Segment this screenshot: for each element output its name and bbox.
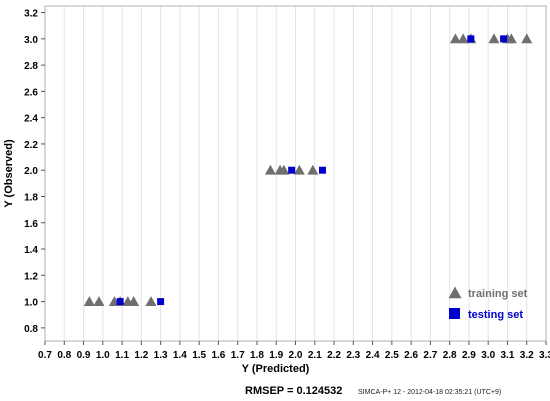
y-tick-label: 3.2 bbox=[24, 9, 38, 20]
y-tick-label: 1.8 bbox=[24, 192, 38, 203]
y-tick-label: 2.0 bbox=[24, 166, 38, 177]
legend-testing-label: testing set bbox=[468, 309, 523, 321]
y-tick-label: 3.0 bbox=[24, 35, 38, 46]
y-tick-label: 2.6 bbox=[24, 87, 38, 98]
x-tick-label: 2.4 bbox=[366, 350, 380, 361]
y-axis-ticks: 0.8 1.0 1.2 1.4 1.6 1.8 2.0 2.2 2.4 2.6 2.8 3.0 3.2 bbox=[24, 9, 45, 335]
x-tick-label: 0.8 bbox=[57, 350, 71, 361]
x-tick-label: 3.1 bbox=[501, 350, 515, 361]
testing-point bbox=[318, 166, 326, 174]
y-tick-label: 1.4 bbox=[24, 245, 38, 256]
training-point bbox=[128, 296, 140, 306]
training-point bbox=[457, 33, 469, 44]
training-point bbox=[293, 164, 305, 175]
y-axis-title: Y (Observed) bbox=[3, 139, 15, 208]
x-tick-label: 2.0 bbox=[289, 350, 303, 361]
y-tick-label: 1.2 bbox=[24, 271, 38, 282]
x-tick-label: 1.0 bbox=[96, 350, 110, 361]
testing-point bbox=[116, 298, 124, 306]
training-point bbox=[488, 33, 500, 44]
training-point bbox=[521, 33, 533, 44]
x-axis-title: Y (Predicted) bbox=[242, 363, 310, 375]
x-tick-label: 1.5 bbox=[192, 350, 206, 361]
y-tick-label: 0.8 bbox=[24, 324, 38, 335]
x-tick-label: 2.7 bbox=[423, 350, 437, 361]
training-point bbox=[145, 296, 157, 306]
x-tick-label: 0.9 bbox=[77, 350, 91, 361]
training-point bbox=[264, 164, 276, 175]
testing-point bbox=[500, 35, 508, 43]
testing-point bbox=[467, 35, 475, 43]
x-tick-label: 1.6 bbox=[211, 350, 225, 361]
x-tick-label: 2.9 bbox=[462, 350, 476, 361]
x-tick-label: 1.2 bbox=[134, 350, 148, 361]
x-tick-label: 2.3 bbox=[346, 350, 360, 361]
legend-training-label: training set bbox=[468, 288, 528, 300]
legend-training-marker bbox=[448, 286, 462, 299]
x-tick-label: 3.3 bbox=[539, 350, 550, 361]
data-points bbox=[83, 33, 533, 306]
x-tick-label: 3.0 bbox=[481, 350, 495, 361]
training-point bbox=[83, 296, 95, 306]
x-tick-label: 1.7 bbox=[231, 350, 245, 361]
y-tick-label: 2.8 bbox=[24, 61, 38, 72]
x-tick-label: 2.5 bbox=[385, 350, 399, 361]
x-tick-label: 1.8 bbox=[250, 350, 264, 361]
y-tick-label: 1.6 bbox=[24, 219, 38, 230]
x-tick-label: 2.2 bbox=[327, 350, 341, 361]
x-tick-label: 0.7 bbox=[38, 350, 52, 361]
x-tick-label: 1.9 bbox=[269, 350, 283, 361]
y-tick-label: 2.4 bbox=[24, 114, 38, 125]
training-point bbox=[449, 33, 461, 44]
x-tick-label: 3.2 bbox=[520, 350, 534, 361]
x-tick-label: 1.4 bbox=[173, 350, 187, 361]
legend: training set testing set bbox=[448, 286, 528, 321]
y-tick-label: 2.2 bbox=[24, 140, 38, 151]
x-axis-ticks: 0.7 0.8 0.9 1.0 1.1 1.2 1.3 1.4 1.5 1.6 1.7 1.8 1.9 2… bbox=[38, 341, 550, 361]
training-point bbox=[505, 33, 517, 44]
y-tick-label: 1.0 bbox=[24, 298, 38, 309]
training-point bbox=[278, 164, 290, 175]
x-tick-label: 2.8 bbox=[443, 350, 457, 361]
software-footer: SIMCA-P+ 12 - 2012-04-18 02:35:21 (UTC+9… bbox=[358, 389, 501, 396]
rmsep-label: RMSEP = 0.124532 bbox=[245, 385, 342, 397]
x-tick-label: 2.1 bbox=[308, 350, 322, 361]
training-point bbox=[307, 164, 319, 175]
x-tick-label: 1.3 bbox=[154, 350, 168, 361]
legend-testing-marker bbox=[449, 308, 460, 319]
testing-point bbox=[288, 166, 296, 174]
x-tick-label: 1.1 bbox=[115, 350, 129, 361]
testing-point bbox=[157, 298, 165, 306]
training-point bbox=[93, 296, 105, 306]
x-tick-label: 2.6 bbox=[404, 350, 418, 361]
